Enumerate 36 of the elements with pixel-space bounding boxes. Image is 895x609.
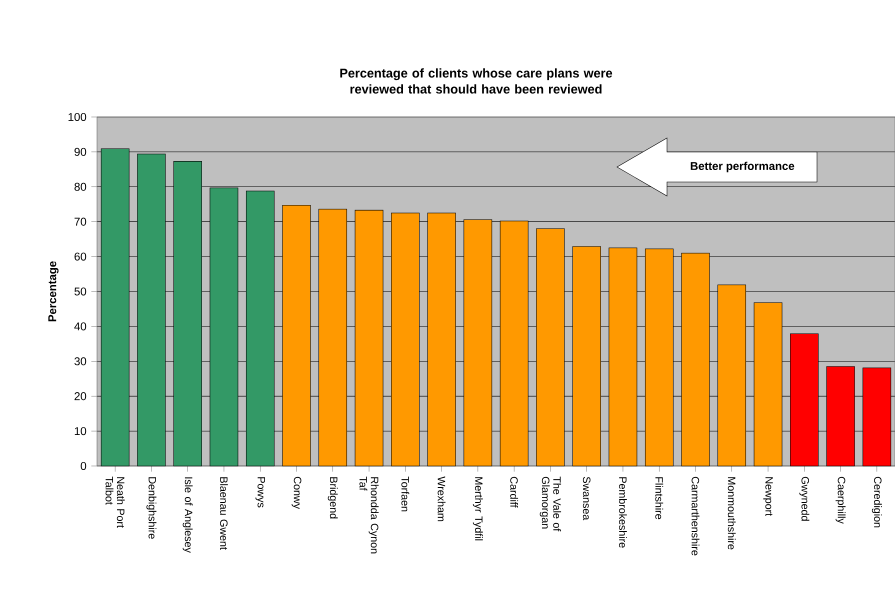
y-tick-label: 10 [74,427,86,436]
y-tick-label: 100 [68,112,86,121]
x-tick-label: Monmouthshire [728,477,736,550]
x-tick-label: Rhondda Cynon Taf [359,476,379,554]
x-tick-label: Carmarthenshire [692,476,700,556]
x-tick-label: Gwynedd [799,476,810,521]
annotation: Better performance [690,162,794,172]
x-tick-label: Newport [763,477,773,516]
x-tick-label: The Vale of Glamorgan [540,476,562,532]
y-tick-label: 0 [80,462,86,470]
x-tick-label: Pembrokeshire [619,477,627,548]
x-tick-label: Powys [255,477,266,508]
y-tick-label: 50 [74,287,86,296]
y-tick-label: 60 [74,252,86,261]
x-tick-label: Flintshire [655,477,664,520]
y-tick-label: 30 [74,357,86,366]
x-tick-label: Ceredigion [872,476,882,528]
x-tick-label: Cardiff [510,476,518,508]
x-tick-label: Merthyr Tydfil [472,477,483,540]
x-tick-label: Conwy [292,476,302,509]
x-tick-label: Swansea [582,476,590,520]
y-tick-label: 20 [74,392,86,400]
y-tick-label: 70 [74,218,86,226]
chart-title: Percentage of clients whose care plans were reviewed that should have been reviewed [340,68,612,94]
x-tick-label: Bridgend [328,477,338,518]
x-tick-label: Torfaen [401,476,410,512]
y-axis-title: Percentage [48,261,59,322]
y-tick-label: 80 [74,182,86,191]
x-tick-label: Caerphilly [836,476,846,524]
x-tick-label: Wrexham [438,476,446,522]
x-tick-label: Blaenau Gwent [220,477,228,550]
x-tick-label: Isle of Anglesey [182,477,193,553]
x-tick-label: Denbighshire [146,477,156,539]
x-tick-label: Neath Port Talbot [106,476,125,528]
y-tick-label: 90 [74,148,86,156]
y-tick-label: 40 [74,322,86,330]
